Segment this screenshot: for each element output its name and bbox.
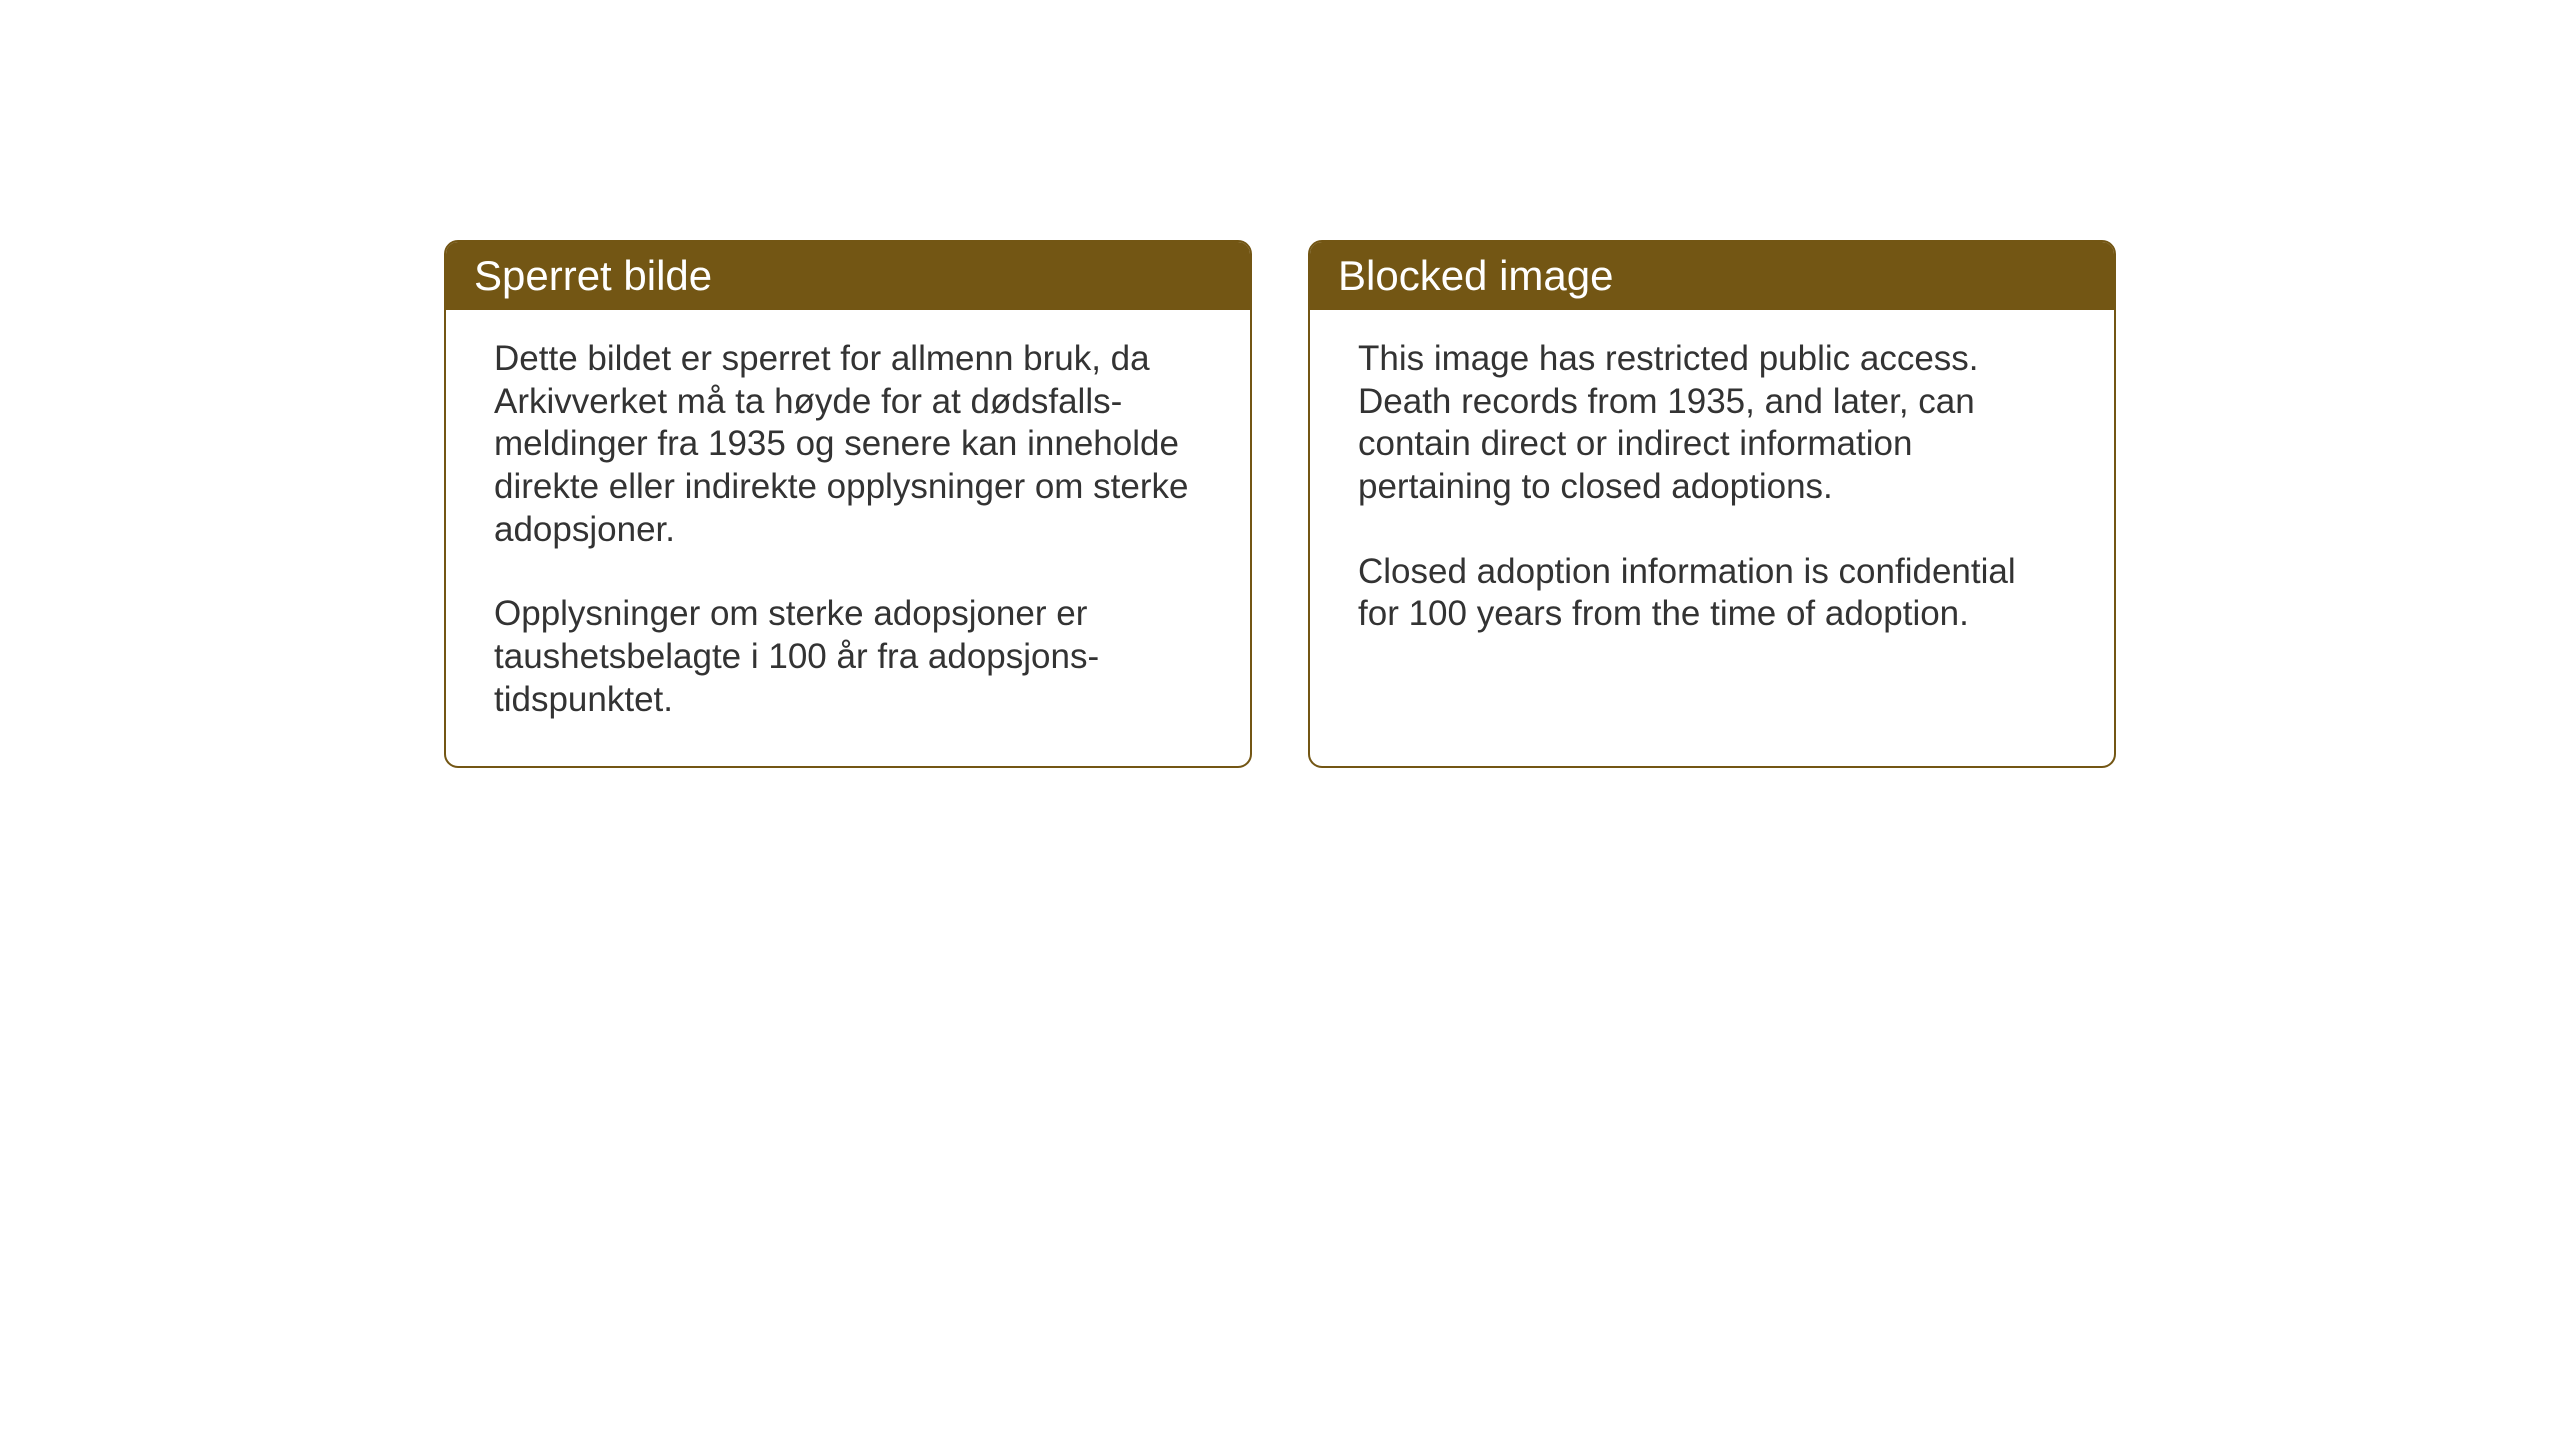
card-english: Blocked image This image has restricted …	[1308, 240, 2116, 768]
card-paragraph1-norwegian: Dette bildet er sperret for allmenn bruk…	[494, 338, 1202, 551]
cards-container: Sperret bilde Dette bildet er sperret fo…	[444, 240, 2116, 768]
card-body-norwegian: Dette bildet er sperret for allmenn bruk…	[446, 310, 1250, 766]
card-title-english: Blocked image	[1338, 252, 1613, 299]
card-header-english: Blocked image	[1310, 242, 2114, 310]
card-paragraph2-english: Closed adoption information is confident…	[1358, 551, 2066, 636]
card-body-english: This image has restricted public access.…	[1310, 310, 2114, 680]
card-paragraph2-norwegian: Opplysninger om sterke adopsjoner er tau…	[494, 593, 1202, 721]
card-header-norwegian: Sperret bilde	[446, 242, 1250, 310]
card-norwegian: Sperret bilde Dette bildet er sperret fo…	[444, 240, 1252, 768]
card-title-norwegian: Sperret bilde	[474, 252, 712, 299]
card-paragraph1-english: This image has restricted public access.…	[1358, 338, 2066, 509]
